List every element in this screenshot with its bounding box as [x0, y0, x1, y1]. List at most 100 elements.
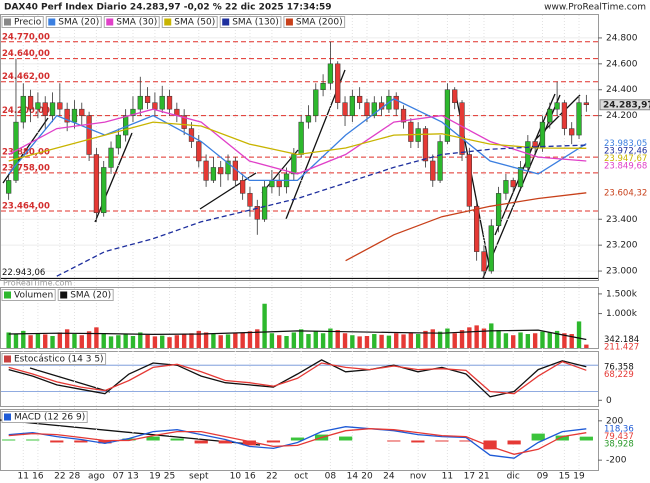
- y-tick-label: 24.800: [606, 33, 638, 43]
- candle-body: [203, 160, 209, 181]
- volume-bar: [525, 334, 531, 348]
- x-tick-label: 22: [266, 472, 277, 482]
- volume-bar: [423, 330, 428, 348]
- legend-label: MACD (12 26 9): [14, 413, 85, 423]
- histogram-bar: [242, 440, 256, 446]
- candle-body: [371, 102, 377, 116]
- volume-bar: [489, 323, 494, 348]
- legend-box: [161, 16, 218, 28]
- volume-frame: [0, 287, 599, 349]
- x-tick-label: 28: [69, 472, 81, 482]
- x-tick-label: 20: [361, 472, 373, 482]
- x-tick-label: 16: [32, 472, 44, 482]
- level-label: 24.200,00: [2, 106, 50, 116]
- legend-swatch: [164, 18, 172, 26]
- volume-bar: [372, 334, 377, 348]
- histogram-bar: [555, 435, 569, 441]
- candle-body: [320, 83, 326, 90]
- volume-bar: [101, 333, 106, 348]
- y-tick-label: 24.200: [606, 111, 638, 121]
- candle-body: [452, 89, 458, 103]
- histogram-bar: [26, 439, 40, 441]
- candle-body: [49, 102, 56, 116]
- legend-label: SMA (130): [232, 18, 279, 28]
- histogram-bar: [122, 438, 136, 441]
- x-tick-label: 19: [149, 472, 161, 482]
- volume-bar: [364, 336, 370, 348]
- volume-bar: [145, 334, 150, 348]
- volume-bar: [430, 329, 435, 348]
- volume-bar: [584, 344, 589, 348]
- volume-bar: [547, 332, 552, 348]
- candle-body: [57, 102, 63, 110]
- volume-bar: [298, 329, 304, 348]
- legend-box: [1, 411, 88, 423]
- y-tick-label: 1.500k: [606, 289, 638, 299]
- volume-bar: [21, 330, 26, 348]
- histogram-bar: [459, 440, 473, 442]
- last-value-label: 23.983,05: [604, 139, 647, 149]
- volume-bar: [379, 334, 384, 348]
- candle-body: [291, 154, 297, 175]
- volume-bar: [284, 336, 289, 348]
- volume-bar: [532, 333, 538, 348]
- last-value-label: 23.972,46: [604, 147, 647, 157]
- series-line: [8, 428, 587, 455]
- legend-swatch: [285, 18, 293, 26]
- y-tick-label: 24.600: [606, 59, 638, 69]
- y-tick-label: 23.200: [606, 241, 638, 251]
- legend-box: [57, 289, 114, 301]
- x-tick-label: 08: [325, 472, 337, 482]
- x-tick-label: ago: [88, 472, 105, 482]
- histogram-bar: [50, 440, 64, 443]
- candle-body: [115, 134, 121, 149]
- last-value-label: 23.849,68: [604, 162, 647, 172]
- candle-body: [247, 193, 253, 207]
- candle-body: [71, 108, 78, 123]
- candle-body: [137, 95, 143, 110]
- volume-bar: [167, 337, 172, 348]
- candle-body: [42, 102, 48, 116]
- candle-body: [569, 128, 575, 136]
- legend-label: Volumen: [14, 291, 53, 301]
- candle-body: [6, 180, 12, 194]
- series-line: [8, 121, 587, 162]
- volume-bar: [335, 330, 340, 348]
- candle-body: [422, 128, 429, 162]
- x-tick-label: 24: [383, 472, 395, 482]
- candle-body: [444, 89, 451, 142]
- level-label: 24.770,00: [2, 32, 50, 42]
- legend-swatch: [48, 18, 56, 26]
- x-tick-label: 13: [127, 472, 138, 482]
- low-label: 22.943,06: [2, 268, 45, 278]
- candle-body: [276, 180, 282, 188]
- candle-body: [93, 154, 100, 214]
- legend-label: SMA (20): [70, 291, 111, 301]
- last-value-label: 118,36: [604, 424, 634, 434]
- x-tick-label: 25: [164, 472, 175, 482]
- level-label: 23.464,00: [2, 201, 50, 211]
- volume-bar: [108, 336, 114, 348]
- trend-line: [494, 93, 556, 236]
- volume-bar: [320, 333, 326, 348]
- histogram-bar: [74, 440, 88, 443]
- y-tick-label: 23.400: [606, 215, 638, 225]
- legend-label: SMA (200): [296, 18, 343, 28]
- legend-swatch: [106, 18, 114, 26]
- legend-box: [103, 16, 160, 28]
- legend-swatch: [4, 18, 11, 26]
- candle-body: [27, 95, 34, 110]
- last-value-label: 211.427: [604, 342, 639, 352]
- candle-body: [517, 167, 524, 188]
- histogram-bar: [218, 440, 232, 444]
- volume-bar: [13, 334, 19, 348]
- candle-body: [488, 225, 494, 272]
- legend-swatch: [60, 291, 68, 299]
- volume-bar: [218, 335, 223, 348]
- x-tick-label: dic: [507, 472, 520, 482]
- volume-bar: [291, 332, 297, 348]
- volume-bar: [269, 333, 275, 348]
- candle-body: [481, 251, 487, 272]
- candle-body: [327, 63, 334, 84]
